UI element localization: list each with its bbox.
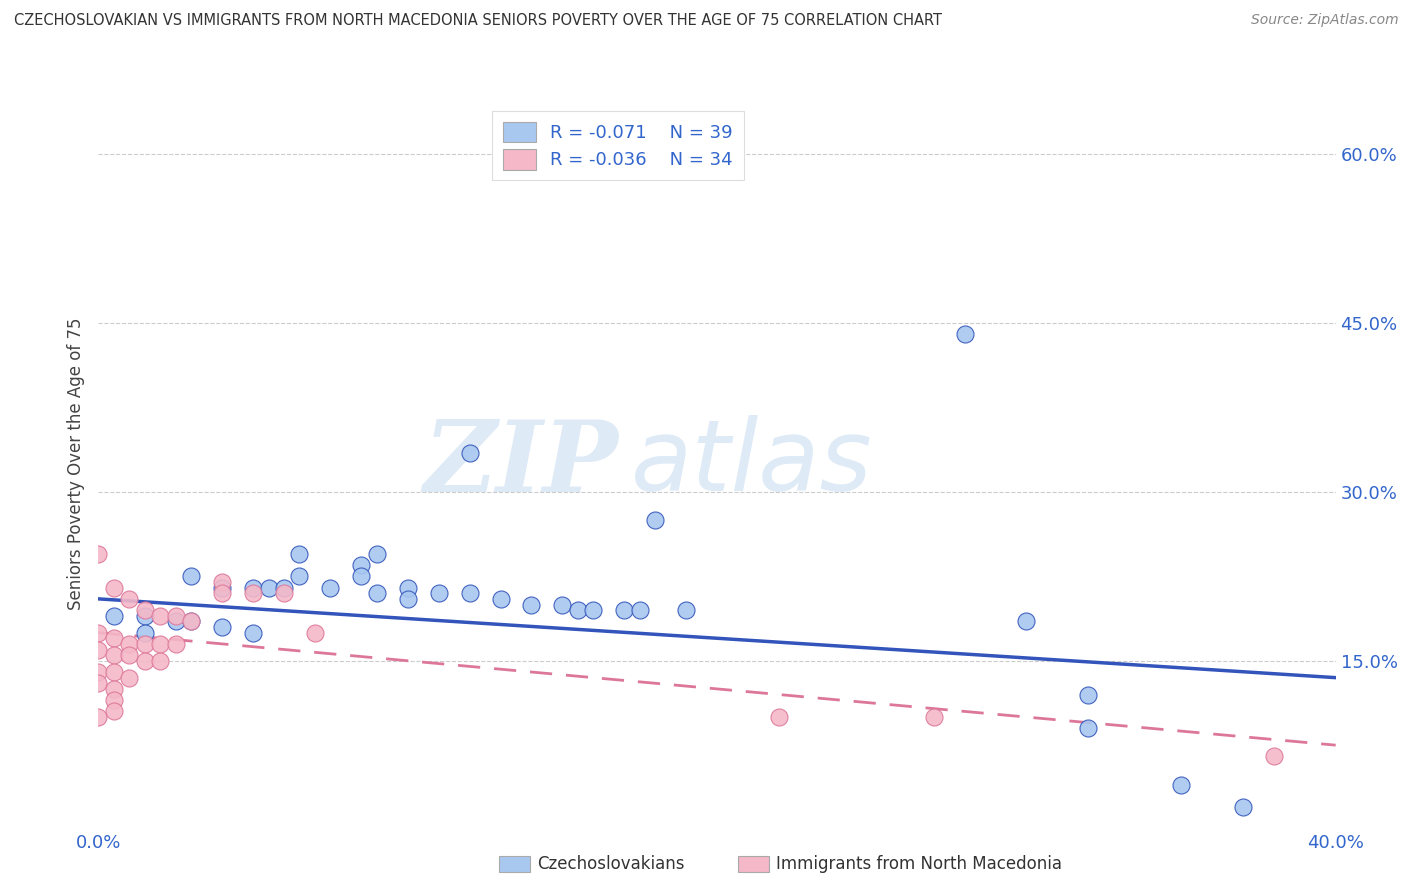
Legend: R = -0.071    N = 39, R = -0.036    N = 34: R = -0.071 N = 39, R = -0.036 N = 34 [492,111,744,180]
Point [103,681,125,696]
Point [427,586,450,600]
Point [211,620,233,634]
Point [134,637,156,651]
Text: CZECHOSLOVAKIAN VS IMMIGRANTS FROM NORTH MACEDONIA SENIORS POVERTY OVER THE AGE : CZECHOSLOVAKIAN VS IMMIGRANTS FROM NORTH… [14,13,942,29]
Point [1170,778,1192,792]
Point [87,676,110,690]
Point [134,654,156,668]
Point [567,603,589,617]
Point [165,608,187,623]
Point [489,591,512,606]
Point [304,625,326,640]
Point [366,547,388,561]
Point [118,648,141,662]
Point [165,615,187,629]
Point [396,591,419,606]
Point [87,710,110,724]
Point [396,581,419,595]
Point [118,671,141,685]
Point [180,569,202,583]
Point [87,625,110,640]
Point [350,569,373,583]
Point [953,327,976,342]
Point [149,608,172,623]
Point [134,625,156,640]
Point [87,642,110,657]
Point [134,608,156,623]
Point [149,637,172,651]
Point [118,637,141,651]
Point [1015,615,1038,629]
Point [134,603,156,617]
Point [319,581,342,595]
Point [675,603,697,617]
Point [180,615,202,629]
Point [288,569,311,583]
Point [87,665,110,679]
Point [242,581,264,595]
Point [180,615,202,629]
Point [613,603,636,617]
Text: atlas: atlas [630,416,872,512]
Point [211,586,233,600]
Point [350,558,373,573]
Point [149,654,172,668]
Text: Source: ZipAtlas.com: Source: ZipAtlas.com [1251,13,1399,28]
Point [366,586,388,600]
Point [242,586,264,600]
Point [288,547,311,561]
Point [211,574,233,589]
Point [211,581,233,595]
Text: ZIP: ZIP [423,416,619,512]
Point [458,445,481,459]
Point [644,513,666,527]
Point [489,164,512,178]
Point [242,625,264,640]
Point [1263,749,1285,764]
Point [103,705,125,719]
Point [551,598,574,612]
Point [582,603,605,617]
Point [103,632,125,646]
Point [87,547,110,561]
Point [165,637,187,651]
Point [103,665,125,679]
Point [273,586,295,600]
Y-axis label: Seniors Poverty Over the Age of 75: Seniors Poverty Over the Age of 75 [66,318,84,610]
Text: Czechoslovakians: Czechoslovakians [537,855,685,873]
Point [257,581,280,595]
Point [458,586,481,600]
Point [922,710,945,724]
Point [118,591,141,606]
Point [103,648,125,662]
Text: Immigrants from North Macedonia: Immigrants from North Macedonia [776,855,1062,873]
Point [1077,688,1099,702]
Point [1077,721,1099,735]
Point [768,710,790,724]
Point [103,608,125,623]
Point [103,581,125,595]
Point [520,598,543,612]
Point [628,603,651,617]
Point [273,581,295,595]
Point [103,693,125,707]
Point [1232,800,1254,814]
